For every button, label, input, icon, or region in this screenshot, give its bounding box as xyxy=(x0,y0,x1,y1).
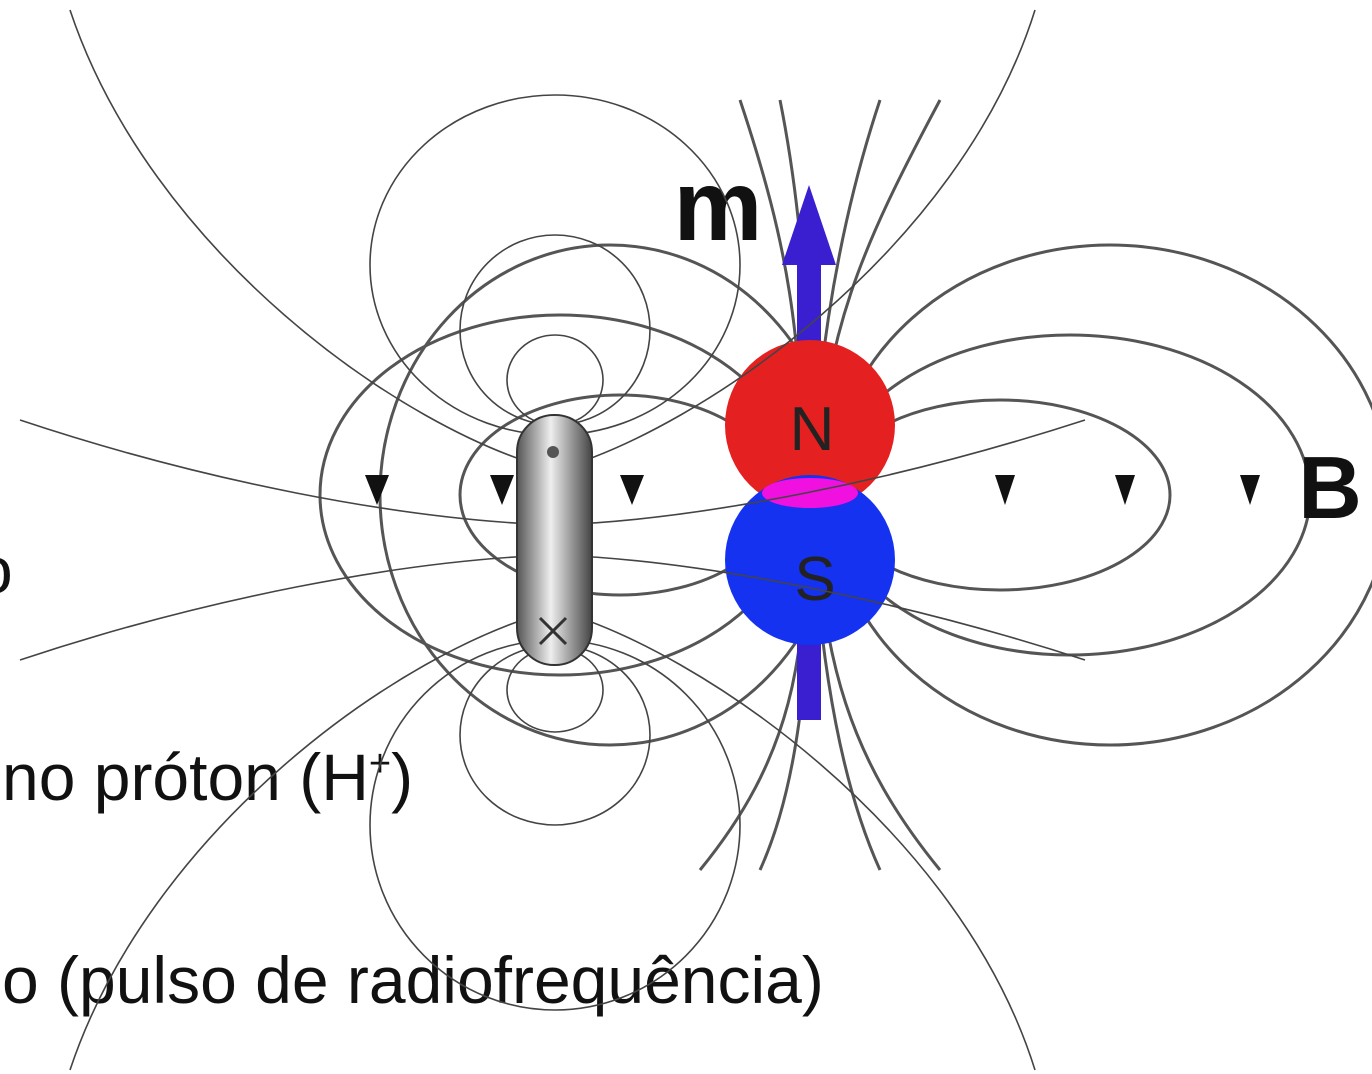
dipole: N S m B xyxy=(674,150,1362,720)
slide: o no próton (H+) o (pulso de radiofrequê… xyxy=(0,0,1372,1074)
slide-text: o no próton (H+) o (pulso de radiofrequê… xyxy=(0,533,824,1017)
text-line: o xyxy=(0,533,13,607)
coil xyxy=(517,415,592,665)
text-part: no próton (H xyxy=(2,740,369,814)
field-label: B xyxy=(1298,438,1362,537)
text-line: no próton (H+) xyxy=(2,740,413,814)
north-label: N xyxy=(790,395,835,464)
moment-label: m xyxy=(674,150,763,262)
text-line: o (pulso de radiofrequência) xyxy=(2,943,824,1017)
south-label: S xyxy=(794,545,835,614)
text-part: ) xyxy=(391,740,413,814)
